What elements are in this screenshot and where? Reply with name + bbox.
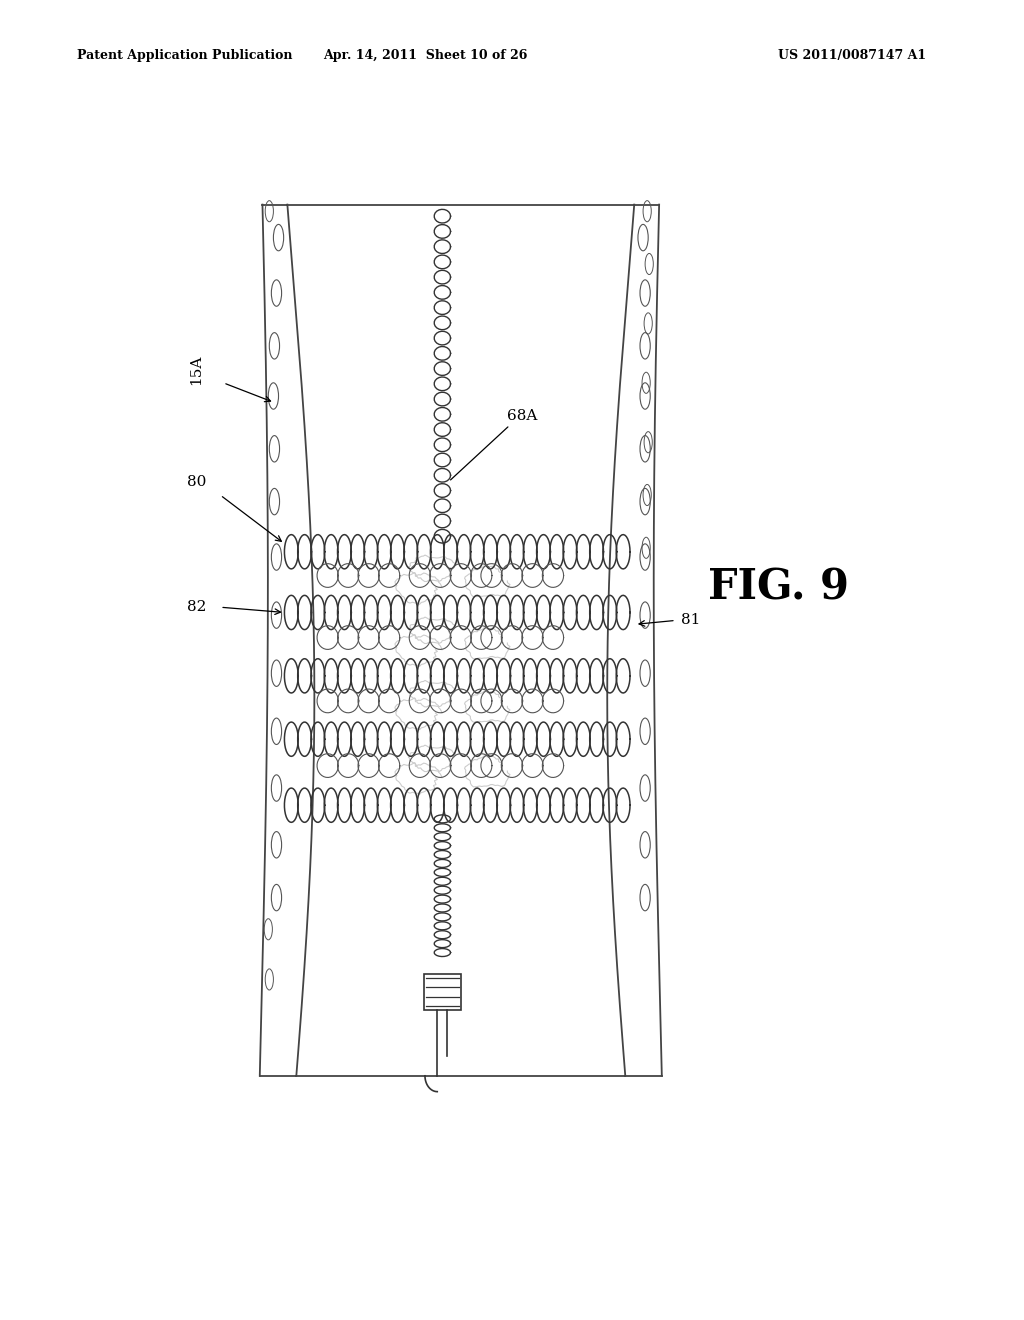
Text: Apr. 14, 2011  Sheet 10 of 26: Apr. 14, 2011 Sheet 10 of 26 [323,49,527,62]
Text: US 2011/0087147 A1: US 2011/0087147 A1 [778,49,927,62]
Text: FIG. 9: FIG. 9 [708,566,849,609]
Text: 82: 82 [187,601,206,614]
Text: Patent Application Publication: Patent Application Publication [77,49,292,62]
Text: 81: 81 [681,614,700,627]
Text: 68A: 68A [507,409,538,422]
Text: 80: 80 [187,475,206,488]
Text: 15A: 15A [189,354,204,385]
